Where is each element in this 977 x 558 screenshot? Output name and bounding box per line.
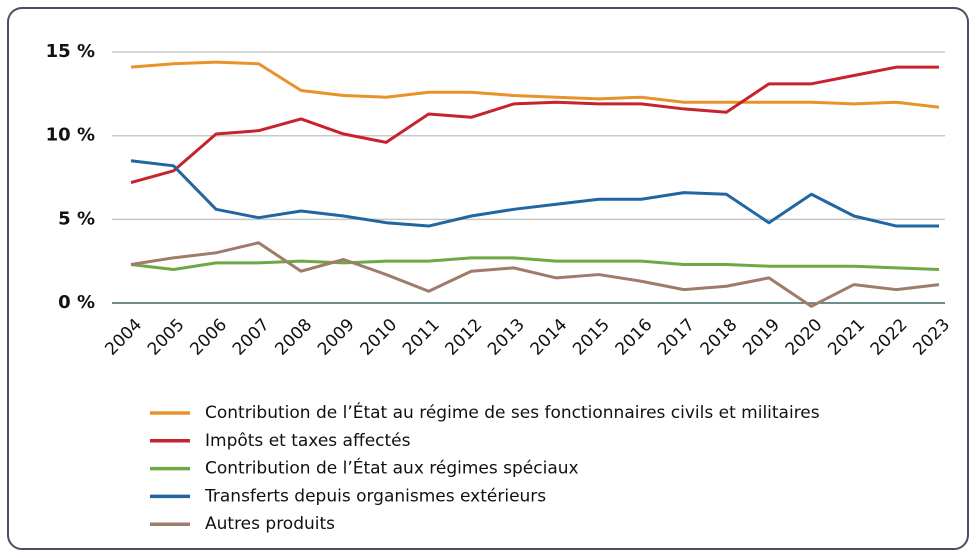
- series-line: [130, 60, 940, 109]
- y-tick-label: 10 %: [46, 125, 95, 146]
- series-line: [130, 65, 939, 184]
- series-line: [130, 159, 939, 228]
- legend-label: Autres produits: [205, 514, 335, 534]
- legend-label: Transferts depuis organismes extérieurs: [204, 486, 546, 506]
- y-tick-label: 15 %: [46, 41, 95, 62]
- series-line: [130, 256, 940, 272]
- frame: [7, 7, 969, 550]
- legend-label: Contribution de l’État aux régimes spéci…: [205, 457, 579, 479]
- y-tick-label: 5 %: [58, 208, 95, 229]
- series-line: [130, 241, 940, 308]
- y-tick-label: 0 %: [58, 292, 95, 313]
- legend-label: Contribution de l’État au régime de ses …: [205, 401, 820, 423]
- legend-label: Impôts et taxes affectés: [205, 431, 411, 451]
